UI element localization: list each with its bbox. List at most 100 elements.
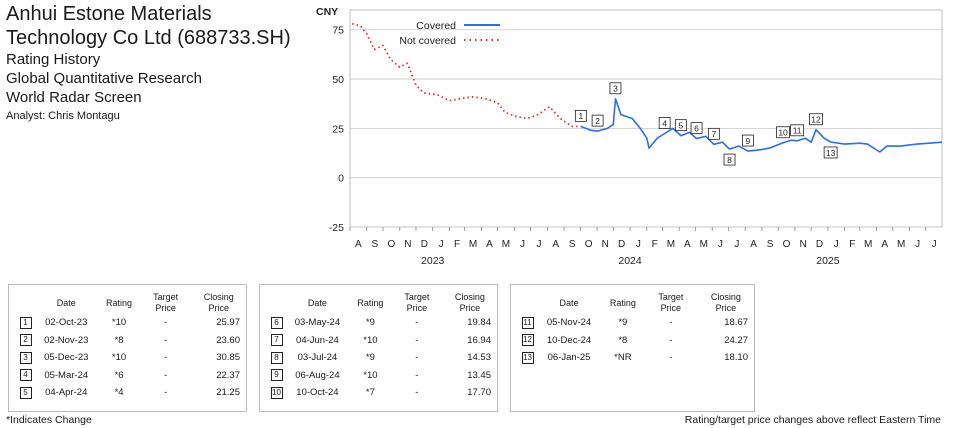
row-date: 05-Dec-23 xyxy=(44,352,89,364)
footnote-indicates-change: *Indicates Change xyxy=(6,414,92,426)
marker-label: 10 xyxy=(778,128,788,138)
x-tick-label: F xyxy=(849,239,855,250)
header-date: Date xyxy=(559,297,579,308)
rating-panel-3: Date Rating Target Price Closing Price 1… xyxy=(510,284,755,412)
x-tick-label: F xyxy=(454,239,460,250)
rating-marker-10: 10 xyxy=(776,126,790,139)
x-tick-label: J xyxy=(932,239,937,250)
rating-panel-2: Date Rating Target Price Closing Price 6… xyxy=(259,284,498,412)
row-closing: 23.60 xyxy=(216,334,240,346)
header-closing-price: Closing Price xyxy=(203,292,234,313)
x-tick-label: M xyxy=(700,239,708,250)
year-label: 2025 xyxy=(816,255,840,267)
table-row: 5 04-Apr-24 *4 - 21.25 xyxy=(17,384,246,402)
header-closing-price: Closing Price xyxy=(710,292,741,313)
row-date: 04-Jun-24 xyxy=(296,334,339,346)
marker-box xyxy=(809,113,823,126)
x-tick-label: J xyxy=(636,239,641,250)
row-target: - xyxy=(669,317,673,329)
row-target: - xyxy=(164,317,168,329)
x-tick-label: D xyxy=(816,239,823,250)
row-date: 05-Nov-24 xyxy=(546,317,592,329)
y-tick-label: 0 xyxy=(338,173,344,185)
subtitle-rating-history: Rating History xyxy=(6,51,101,68)
row-rating: *7 xyxy=(365,387,375,399)
table-row: 6 03-May-24 *9 - 19.84 xyxy=(268,314,497,332)
table-row: 9 06-Aug-24 *10 - 13.45 xyxy=(268,367,497,385)
header-date: Date xyxy=(56,297,76,308)
y-axis-label: CNY xyxy=(316,6,338,18)
marker-box xyxy=(790,124,805,137)
x-tick-label: J xyxy=(718,239,723,250)
event-number: 8 xyxy=(270,351,283,364)
row-closing: 25.97 xyxy=(216,317,240,329)
marker-label: 1 xyxy=(578,111,583,121)
x-tick-label: M xyxy=(469,239,477,250)
row-date: 06-Jan-25 xyxy=(547,352,591,364)
event-number: 13 xyxy=(521,351,534,364)
x-tick-label: D xyxy=(421,239,428,250)
rating-marker-12: 12 xyxy=(809,113,823,126)
chart-series xyxy=(351,22,943,153)
marker-box xyxy=(823,146,838,159)
x-tick-label: O xyxy=(387,239,395,250)
x-tick-label: A xyxy=(486,239,493,250)
row-date: 04-Apr-24 xyxy=(45,387,88,399)
x-tick-label: N xyxy=(799,239,806,250)
x-tick-label: N xyxy=(404,239,411,250)
x-tick-label: A xyxy=(355,239,362,250)
marker-label: 3 xyxy=(613,84,618,94)
x-tick-label: J xyxy=(834,239,839,250)
table-row: 8 03-Jul-24 *9 - 14.53 xyxy=(268,349,497,367)
x-tick-label: J xyxy=(439,239,444,250)
x-tick-label: O xyxy=(585,239,593,250)
event-number: 3 xyxy=(19,351,32,364)
row-closing: 17.70 xyxy=(467,387,491,399)
x-tick-label: M xyxy=(897,239,905,250)
table-row: 3 05-Dec-23 *10 - 30.85 xyxy=(17,349,246,367)
rating-marker-5: 5 xyxy=(674,119,687,132)
table-row: 13 06-Jan-25 *NR - 18.10 xyxy=(519,349,754,367)
row-date: 05-Mar-24 xyxy=(44,369,89,381)
table-row: 1 02-Oct-23 *10 - 25.97 xyxy=(17,314,246,332)
marker-box xyxy=(707,127,720,140)
row-date: 02-Oct-23 xyxy=(45,317,88,329)
row-date: 06-Aug-24 xyxy=(295,369,340,381)
y-tick-label: 25 xyxy=(332,123,344,135)
marker-box xyxy=(742,134,754,147)
row-target: - xyxy=(164,334,168,346)
x-tick-label: S xyxy=(767,239,774,250)
row-date: 10-Dec-24 xyxy=(546,334,592,346)
row-closing: 14.53 xyxy=(467,352,491,364)
not-covered-series-line xyxy=(351,22,581,128)
table-row: 10 10-Oct-24 *7 - 17.70 xyxy=(268,384,497,402)
row-rating: *9 xyxy=(365,317,375,329)
row-rating: *9 xyxy=(618,317,628,329)
table-row: 2 02-Nov-23 *8 - 23.60 xyxy=(17,332,246,350)
y-tick-label: 50 xyxy=(332,74,344,86)
x-tick-label: A xyxy=(750,239,757,250)
x-tick-label: N xyxy=(602,239,609,250)
row-closing: 18.10 xyxy=(724,352,748,364)
row-rating: *8 xyxy=(114,334,124,346)
x-tick-label: D xyxy=(618,239,625,250)
marker-box xyxy=(658,117,671,129)
row-target: - xyxy=(164,352,168,364)
legend-label: Not covered xyxy=(399,35,456,47)
row-rating: *10 xyxy=(111,352,127,364)
header: Anhui Estone Materials Technology Co Ltd… xyxy=(6,2,306,124)
rating-marker-9: 9 xyxy=(742,134,754,147)
rating-marker-7: 7 xyxy=(707,127,720,140)
event-number: 4 xyxy=(19,369,32,382)
row-rating: *10 xyxy=(111,317,127,329)
row-target: - xyxy=(415,387,419,399)
row-target: - xyxy=(164,369,168,381)
row-target: - xyxy=(415,317,419,329)
header-target-price: Target Price xyxy=(404,292,430,313)
event-number: 7 xyxy=(270,334,283,347)
marker-label: 9 xyxy=(746,136,751,146)
event-number: 6 xyxy=(270,316,283,329)
